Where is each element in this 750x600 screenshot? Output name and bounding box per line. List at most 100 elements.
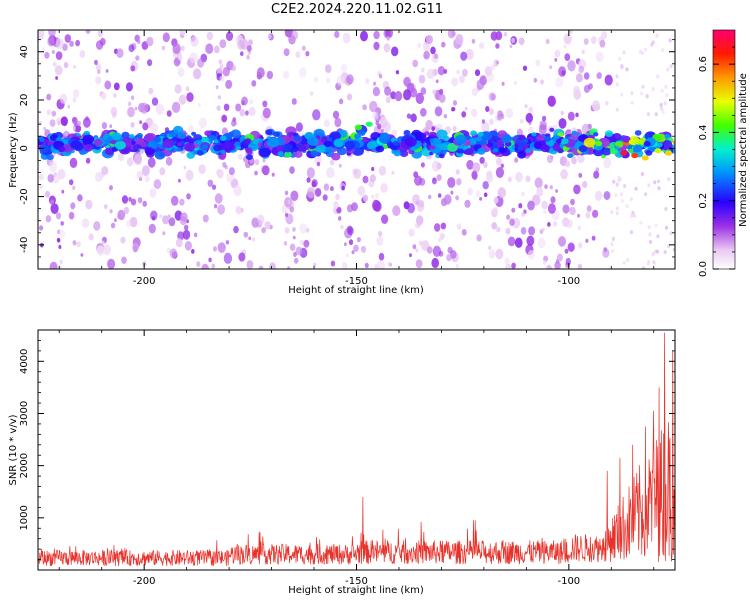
heatmap-noise-cell bbox=[49, 161, 57, 172]
heatmap-noise-cell bbox=[504, 257, 510, 265]
heatmap-noise-cell bbox=[299, 223, 308, 234]
snr-x-tick-label: -150 bbox=[345, 576, 368, 587]
heatmap-noise-cell bbox=[656, 234, 660, 239]
heatmap-noise-cell bbox=[476, 79, 485, 90]
heatmap-band-cell bbox=[446, 142, 458, 152]
heatmap-noise-cell bbox=[193, 68, 202, 80]
heatmap-noise-cell bbox=[439, 232, 445, 240]
heatmap-noise-cell bbox=[284, 212, 289, 218]
heatmap-noise-cell bbox=[269, 262, 276, 269]
heatmap-noise-cell bbox=[235, 103, 242, 112]
heatmap-noise-cell bbox=[75, 124, 82, 133]
heatmap-noise-cell bbox=[85, 157, 91, 164]
heatmap-noise-cell bbox=[217, 204, 226, 215]
colorbar-label: Normalized spectral amplitude bbox=[738, 73, 749, 227]
heatmap-noise-cell bbox=[542, 260, 547, 265]
heatmap-band-cell bbox=[544, 136, 552, 142]
heatmap-noise-cell bbox=[655, 33, 659, 38]
spectrogram-heatmap bbox=[38, 30, 675, 269]
heatmap-noise-cell bbox=[618, 56, 622, 61]
heatmap-noise-cell bbox=[223, 252, 233, 264]
heatmap-noise-cell bbox=[373, 41, 380, 51]
heatmap-band-cell bbox=[168, 131, 177, 138]
heatmap-band-cell bbox=[130, 140, 136, 145]
heatmap-band-cell bbox=[204, 130, 212, 136]
heatmap-noise-cell bbox=[46, 93, 52, 101]
heatmap-noise-cell bbox=[262, 100, 268, 108]
heatmap-noise-cell bbox=[217, 95, 221, 100]
heatmap-noise-cell bbox=[141, 41, 149, 50]
heatmap-noise-cell bbox=[382, 121, 391, 133]
heatmap-noise-cell bbox=[117, 152, 125, 162]
heatmap-noise-cell bbox=[615, 211, 619, 216]
heatmap-noise-cell bbox=[85, 199, 93, 210]
heatmap-noise-cell bbox=[128, 44, 135, 53]
heatmap-noise-cell bbox=[336, 75, 345, 86]
heatmap-noise-cell bbox=[162, 32, 170, 43]
heatmap-noise-cell bbox=[171, 101, 181, 113]
heatmap-noise-cell bbox=[455, 169, 460, 175]
heatmap-noise-cell bbox=[496, 157, 502, 166]
heatmap-noise-cell bbox=[201, 263, 209, 269]
heatmap-noise-cell bbox=[351, 250, 355, 255]
heatmap-noise-cell bbox=[664, 84, 668, 89]
heatmap-noise-cell bbox=[423, 50, 430, 60]
heatmap-noise-cell bbox=[408, 228, 415, 237]
heatmap-band-cell bbox=[82, 134, 95, 145]
heatmap-noise-cell bbox=[146, 36, 154, 47]
heatmap-noise-cell bbox=[438, 238, 442, 242]
heatmap-noise-cell bbox=[456, 69, 460, 75]
heatmap-noise-cell bbox=[105, 69, 109, 73]
snr-x-tick-label: -200 bbox=[133, 576, 156, 587]
heatmap-noise-cell bbox=[287, 266, 291, 269]
heatmap-noise-cell bbox=[303, 239, 310, 248]
heatmap-noise-cell bbox=[383, 43, 391, 53]
heatmap-noise-cell bbox=[575, 112, 579, 118]
heatmap-noise-cell bbox=[610, 210, 614, 215]
heatmap-noise-cell bbox=[446, 254, 452, 262]
heatmap-noise-cell bbox=[489, 118, 494, 125]
heatmap-band-cell bbox=[555, 139, 562, 144]
heatmap-noise-cell bbox=[592, 209, 599, 218]
heatmap-noise-cell bbox=[238, 153, 243, 160]
heatmap-noise-cell bbox=[657, 186, 661, 191]
heatmap-noise-cell bbox=[345, 253, 350, 258]
heatmap-noise-cell bbox=[178, 54, 183, 61]
heatmap-band-cell bbox=[517, 146, 523, 151]
heatmap-noise-cell bbox=[97, 69, 101, 75]
heatmap-noise-cell bbox=[395, 70, 399, 75]
heatmap-noise-cell bbox=[558, 118, 567, 129]
heatmap-noise-cell bbox=[373, 30, 380, 40]
heatmap-noise-cell bbox=[232, 117, 236, 122]
heatmap-noise-cell bbox=[246, 45, 252, 52]
heatmap-noise-cell bbox=[38, 173, 44, 181]
heatmap-noise-cell bbox=[298, 67, 307, 78]
heatmap-noise-cell bbox=[521, 212, 525, 217]
heatmap-noise-cell bbox=[342, 32, 351, 44]
heatmap-band-cell bbox=[201, 144, 209, 150]
heatmap-noise-cell bbox=[577, 213, 580, 218]
heatmap-noise-cell bbox=[61, 189, 65, 194]
heatmap-band-cell bbox=[601, 154, 606, 159]
heatmap-noise-cell bbox=[443, 69, 448, 74]
heatmap-noise-cell bbox=[88, 233, 94, 241]
heatmap-noise-cell bbox=[666, 177, 671, 182]
snr-x-axis-label: Height of straight line (km) bbox=[288, 585, 424, 596]
heatmap-band-cell bbox=[392, 140, 399, 146]
heatmap-noise-cell bbox=[546, 154, 554, 164]
heatmap-band-cell bbox=[284, 151, 292, 158]
heatmap-noise-cell bbox=[577, 225, 581, 231]
heatmap-noise-cell bbox=[211, 263, 216, 269]
heatmap-band-cell bbox=[293, 135, 302, 142]
heatmap-noise-cell bbox=[326, 167, 335, 179]
spectrogram-y-tick-label: 0 bbox=[19, 145, 30, 151]
heatmap-noise-cell bbox=[127, 106, 135, 118]
heatmap-noise-cell bbox=[495, 248, 504, 260]
heatmap-noise-cell bbox=[549, 65, 553, 70]
heatmap-noise-cell bbox=[450, 190, 454, 195]
heatmap-noise-cell bbox=[306, 167, 315, 179]
heatmap-band-cell bbox=[540, 144, 550, 153]
heatmap-noise-cell bbox=[481, 119, 485, 124]
heatmap-noise-cell bbox=[672, 247, 675, 252]
